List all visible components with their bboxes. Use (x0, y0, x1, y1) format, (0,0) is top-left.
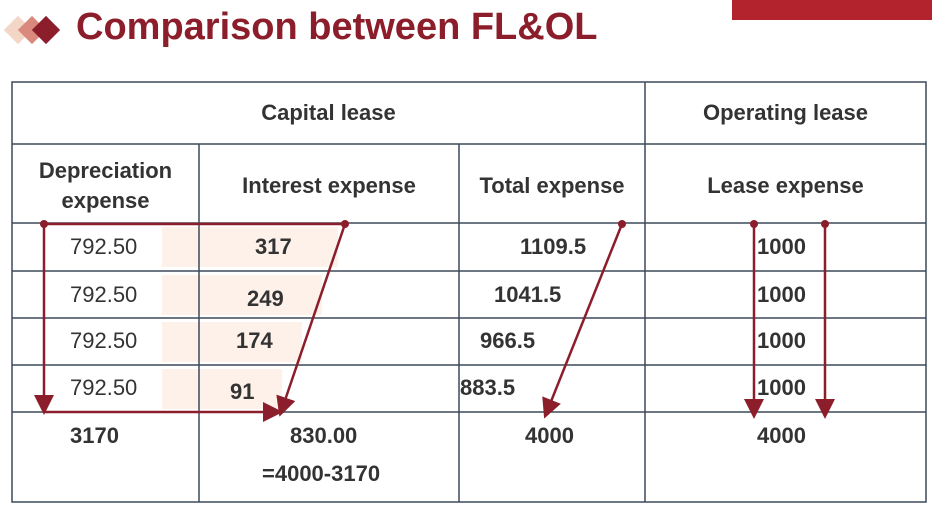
total-cell: 3170 (70, 423, 119, 448)
slide-title: Comparison between FL&OL (76, 6, 598, 48)
column-header: Lease expense (707, 173, 864, 198)
group-header: Operating lease (702, 100, 869, 125)
table-cell: 1000 (757, 282, 806, 307)
table-cell: 1000 (757, 375, 806, 400)
table-cell: 91 (230, 379, 255, 404)
table-cell: 883.5 (460, 375, 516, 400)
table-cell: 792.50 (70, 375, 138, 400)
logo-diamonds (3, 15, 61, 45)
column-header: Interest expense (242, 173, 416, 198)
total-cell: 4000 (757, 423, 806, 448)
table-cell: 249 (247, 286, 284, 311)
column-header: Depreciation expense (38, 158, 173, 213)
total-cell: 830.00 (290, 423, 358, 448)
total-note: =4000-3170 (262, 461, 381, 486)
arrow-dots (40, 220, 829, 228)
table-cell: 1109.5 (520, 234, 587, 259)
table-grid (11, 81, 927, 503)
table-cell: 1000 (757, 328, 806, 353)
group-header: Capital lease (261, 100, 396, 125)
logo-badge (732, 0, 932, 20)
table-cell: 966.5 (480, 328, 536, 353)
table-cell: 174 (236, 328, 273, 353)
table-cell: 792.50 (70, 234, 138, 259)
table-cell: 317 (255, 234, 292, 259)
total-cell: 4000 (525, 423, 574, 448)
arrows (34, 222, 835, 422)
table-cell: 1041.5 (494, 282, 562, 307)
column-header: Total expense (479, 173, 625, 198)
table-cell: 1000 (757, 234, 806, 259)
table-cell: 792.50 (70, 328, 138, 353)
highlights (162, 227, 338, 409)
table-cell: 792.50 (70, 282, 138, 307)
